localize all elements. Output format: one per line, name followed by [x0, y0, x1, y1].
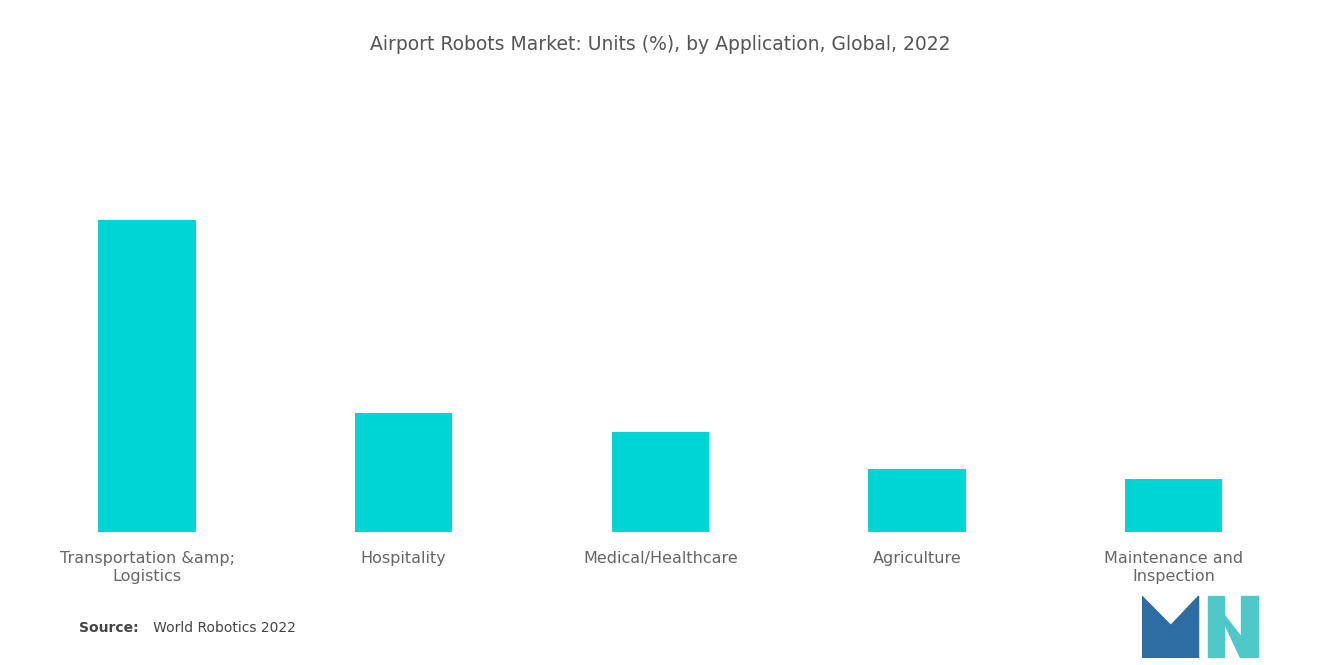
- Title: Airport Robots Market: Units (%), by Application, Global, 2022: Airport Robots Market: Units (%), by App…: [370, 35, 950, 54]
- Polygon shape: [1142, 596, 1171, 658]
- Text: Source:: Source:: [79, 621, 139, 635]
- Polygon shape: [1171, 596, 1199, 658]
- Bar: [1125, 479, 1222, 531]
- Polygon shape: [1208, 596, 1224, 658]
- Polygon shape: [1241, 596, 1258, 658]
- Bar: [98, 220, 195, 531]
- Bar: [611, 432, 709, 531]
- Text: World Robotics 2022: World Robotics 2022: [140, 621, 296, 635]
- Bar: [355, 413, 453, 531]
- Polygon shape: [1224, 596, 1258, 658]
- Bar: [869, 469, 966, 531]
